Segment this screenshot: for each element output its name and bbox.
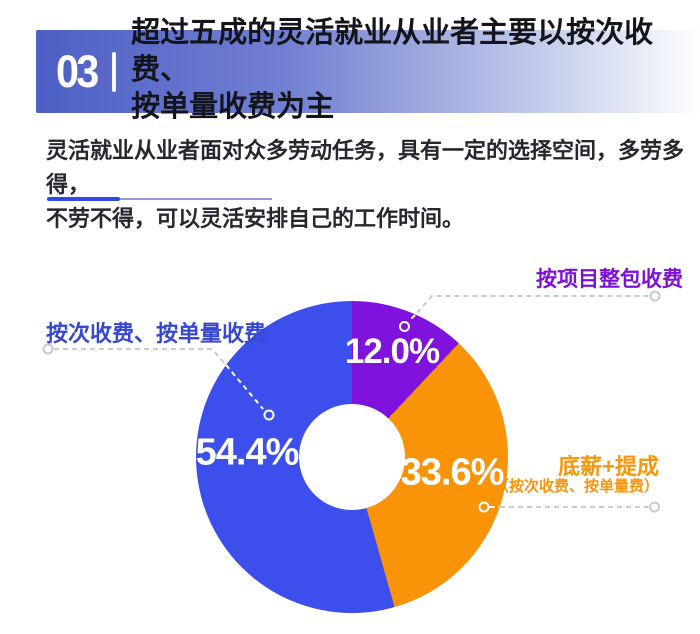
accent-divider	[47, 197, 272, 201]
callout-orange-line2: （按次收费、按单量费）	[493, 478, 659, 495]
callout-label-orange: 底薪+提成 （按次收费、按单量费）	[494, 454, 659, 495]
callout-label-purple: 按项目整包收费	[536, 268, 683, 291]
intro-paragraph: 灵活就业从业者面对众多劳动任务，具有一定的选择空间，多劳多得， 不劳不得，可以灵…	[46, 134, 700, 236]
slice-value-orange: 33.6%	[400, 451, 505, 494]
divider-thick-segment	[47, 197, 120, 201]
slice-value-blue: 54.4%	[195, 431, 300, 474]
intro-line1: 灵活就业从业者面对众多劳动任务，具有一定的选择空间，多劳多得，	[46, 138, 685, 197]
section-title-line1: 超过五成的灵活就业从业者主要以按次收费、	[131, 17, 654, 86]
callout-label-blue: 按次收费、按单量收费	[46, 321, 267, 346]
section-banner: 03 超过五成的灵活就业从业者主要以按次收费、 按单量收费为主	[36, 17, 700, 123]
callout-orange-line1: 底薪+提成	[558, 454, 659, 479]
section-number: 03	[56, 45, 99, 97]
leader-endpoint-circle	[649, 501, 660, 513]
divider-thin-segment	[120, 198, 272, 200]
section-title: 超过五成的灵活就业从业者主要以按次收费、 按单量收费为主	[131, 15, 700, 126]
banner-separator-bar	[112, 51, 117, 92]
leader-line-gray	[414, 295, 649, 316]
slice-value-purple: 12.0%	[344, 332, 440, 371]
leader-line-gray	[54, 348, 227, 366]
intro-line2: 不劳不得，可以灵活安排自己的工作时间。	[46, 206, 465, 231]
section-title-line2: 按单量收费为主	[131, 91, 335, 123]
donut-chart-hole	[299, 404, 405, 510]
